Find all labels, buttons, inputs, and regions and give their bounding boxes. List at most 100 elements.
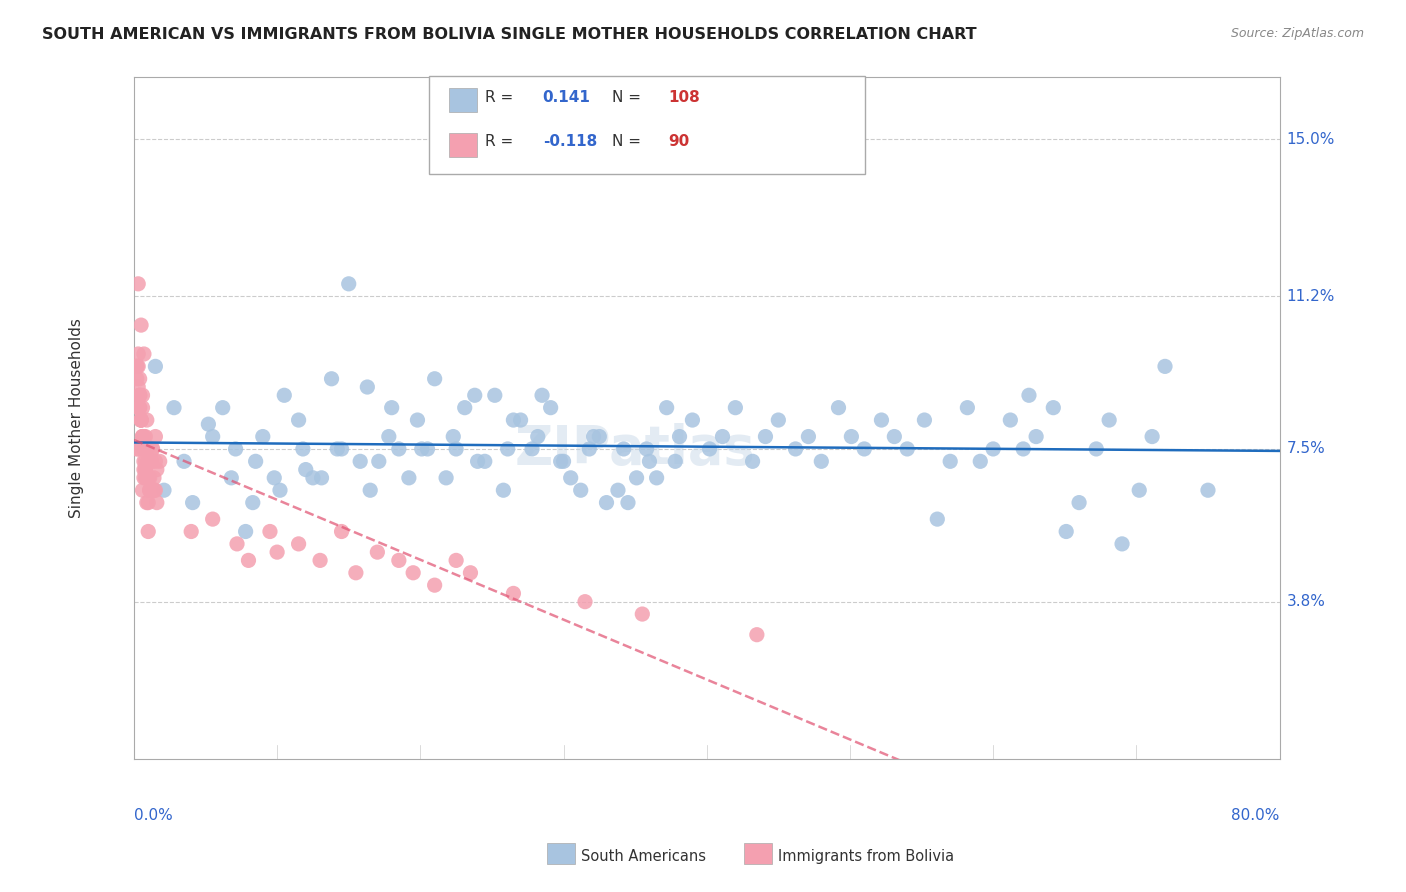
Point — [509, 413, 531, 427]
Point — [125, 442, 148, 456]
Point — [741, 454, 763, 468]
Point — [128, 388, 150, 402]
Point — [181, 495, 204, 509]
Point — [197, 417, 219, 432]
Point — [134, 462, 156, 476]
Point — [467, 454, 489, 468]
Point — [134, 429, 156, 443]
Point — [617, 495, 640, 509]
Point — [128, 372, 150, 386]
Point — [145, 454, 167, 468]
Point — [560, 471, 582, 485]
Point — [607, 483, 630, 498]
Point — [655, 401, 678, 415]
Point — [141, 483, 163, 498]
Point — [266, 545, 288, 559]
Point — [492, 483, 515, 498]
Point — [136, 524, 159, 539]
Point — [444, 442, 467, 456]
Point — [136, 495, 159, 509]
Point — [127, 277, 149, 291]
Point — [238, 553, 260, 567]
Point — [138, 483, 160, 498]
Text: 90: 90 — [668, 135, 689, 149]
Point — [349, 454, 371, 468]
Point — [129, 318, 152, 332]
Point — [1067, 495, 1090, 509]
Point — [388, 553, 411, 567]
Point — [1025, 429, 1047, 443]
Text: 80.0%: 80.0% — [1232, 808, 1279, 823]
Point — [1140, 429, 1163, 443]
Point — [242, 495, 264, 509]
Point — [1018, 388, 1040, 402]
Point — [146, 495, 169, 509]
Point — [125, 372, 148, 386]
Point — [125, 359, 148, 374]
Point — [321, 372, 343, 386]
Point — [131, 483, 153, 498]
Point — [129, 413, 152, 427]
Point — [127, 401, 149, 415]
Point — [381, 401, 404, 415]
Text: 7.5%: 7.5% — [1286, 442, 1326, 457]
Point — [496, 442, 519, 456]
Point — [127, 380, 149, 394]
Point — [1111, 537, 1133, 551]
Text: Single Mother Households: Single Mother Households — [69, 318, 84, 518]
Point — [344, 566, 367, 580]
Point — [127, 359, 149, 374]
Point — [128, 388, 150, 402]
Text: 108: 108 — [668, 90, 700, 104]
Point — [337, 277, 360, 291]
Point — [484, 388, 506, 402]
Point — [724, 401, 747, 415]
Point — [582, 429, 605, 443]
Point — [423, 372, 446, 386]
Point — [531, 388, 554, 402]
Text: N =: N = — [612, 135, 641, 149]
Text: South Americans: South Americans — [581, 849, 706, 863]
Point — [145, 359, 167, 374]
Point — [138, 483, 160, 498]
Point — [1085, 442, 1108, 456]
Point — [127, 442, 149, 456]
Point — [143, 483, 166, 498]
Point — [131, 429, 153, 443]
Text: 3.8%: 3.8% — [1286, 594, 1326, 609]
Point — [129, 413, 152, 427]
Point — [132, 429, 155, 443]
Point — [139, 483, 162, 498]
Point — [526, 429, 548, 443]
Point — [574, 595, 596, 609]
Point — [132, 454, 155, 468]
Point — [136, 471, 159, 485]
Point — [129, 413, 152, 427]
Point — [326, 442, 349, 456]
Point — [502, 413, 524, 427]
Point — [810, 454, 832, 468]
Point — [406, 413, 429, 427]
Point — [441, 429, 464, 443]
Point — [388, 442, 411, 456]
Point — [645, 471, 668, 485]
Point — [163, 401, 186, 415]
Point — [460, 566, 482, 580]
Point — [287, 413, 309, 427]
Point — [309, 553, 332, 567]
Point — [134, 462, 156, 476]
Point — [927, 512, 949, 526]
Point — [1042, 401, 1064, 415]
Point — [553, 454, 575, 468]
Point — [588, 429, 610, 443]
Point — [294, 462, 316, 476]
Point — [912, 413, 935, 427]
Point — [252, 429, 274, 443]
Text: Immigrants from Bolivia: Immigrants from Bolivia — [778, 849, 953, 863]
Point — [201, 429, 224, 443]
Point — [969, 454, 991, 468]
Point — [939, 454, 962, 468]
Point — [134, 471, 156, 485]
Text: -0.118: -0.118 — [543, 135, 598, 149]
Point — [1012, 442, 1035, 456]
